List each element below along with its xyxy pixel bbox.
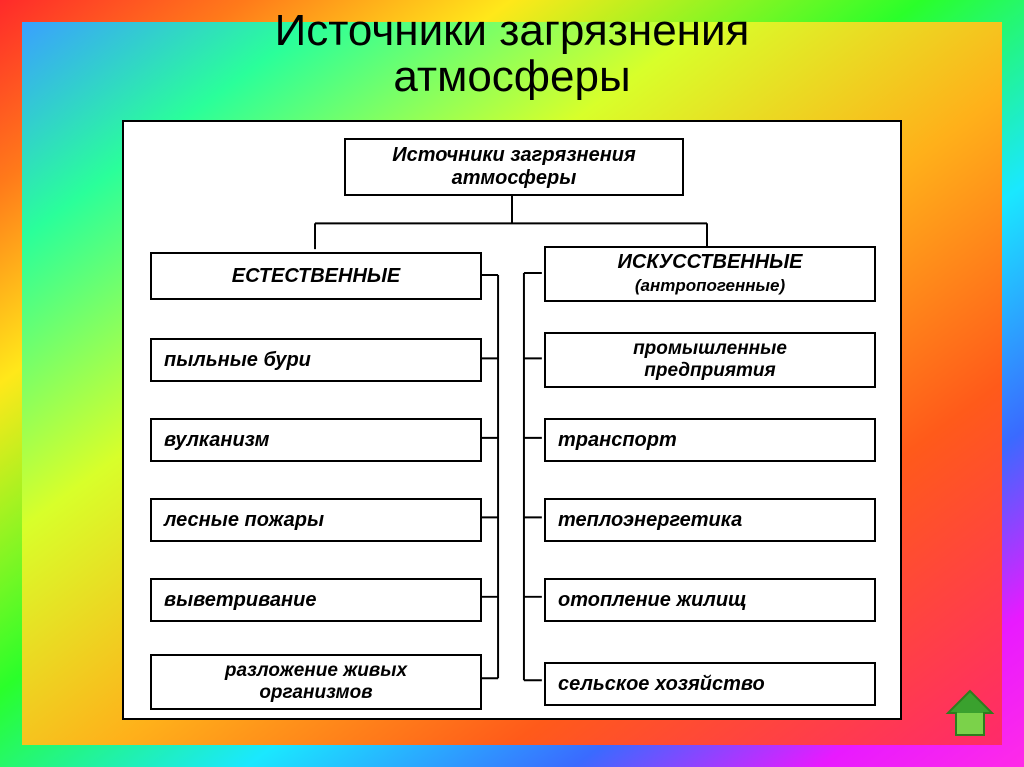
branch-0-item-4: разложение живыхорганизмов bbox=[150, 654, 482, 710]
branch-0-item-3-label: выветривание bbox=[164, 589, 316, 612]
diagram-panel: Источники загрязненияатмосферы ЕСТЕСТВЕНН… bbox=[122, 120, 902, 720]
branch-header-0-label: ЕСТЕСТВЕННЫЕ bbox=[232, 265, 401, 288]
branch-0-item-4-label: разложение живыхорганизмов bbox=[225, 660, 407, 704]
branch-1-item-0-label: промышленныепредприятия bbox=[633, 338, 787, 382]
home-icon bbox=[944, 687, 996, 739]
branch-header-1: ИСКУССТВЕННЫЕ(антропогенные) bbox=[544, 246, 876, 302]
slide-title-text: Источники загрязненияатмосферы bbox=[275, 6, 750, 101]
branch-0-item-1-label: вулканизм bbox=[164, 429, 269, 452]
branch-1-item-3-label: отопление жилищ bbox=[558, 589, 747, 612]
root-box-label: Источники загрязненияатмосферы bbox=[392, 144, 636, 190]
branch-0-item-2: лесные пожары bbox=[150, 498, 482, 542]
branch-1-item-4-label: сельское хозяйство bbox=[558, 673, 765, 696]
slide-title: Источники загрязненияатмосферы bbox=[0, 8, 1024, 100]
root-box: Источники загрязненияатмосферы bbox=[344, 138, 684, 196]
branch-header-0: ЕСТЕСТВЕННЫЕ bbox=[150, 252, 482, 300]
branch-0-item-2-label: лесные пожары bbox=[164, 509, 324, 532]
branch-0-item-3: выветривание bbox=[150, 578, 482, 622]
branch-1-item-1-label: транспорт bbox=[558, 429, 677, 452]
branch-1-item-4: сельское хозяйство bbox=[544, 662, 876, 706]
branch-0-item-1: вулканизм bbox=[150, 418, 482, 462]
slide: Источники загрязненияатмосферы Источники… bbox=[0, 0, 1024, 767]
branch-header-1-label: ИСКУССТВЕННЫЕ(антропогенные) bbox=[617, 251, 802, 297]
branch-1-item-2-label: теплоэнергетика bbox=[558, 509, 742, 532]
branch-0-item-0: пыльные бури bbox=[150, 338, 482, 382]
home-button[interactable] bbox=[944, 687, 996, 739]
branch-1-item-2: теплоэнергетика bbox=[544, 498, 876, 542]
branch-1-item-3: отопление жилищ bbox=[544, 578, 876, 622]
branch-1-item-0: промышленныепредприятия bbox=[544, 332, 876, 388]
branch-1-item-1: транспорт bbox=[544, 418, 876, 462]
branch-0-item-0-label: пыльные бури bbox=[164, 349, 311, 372]
